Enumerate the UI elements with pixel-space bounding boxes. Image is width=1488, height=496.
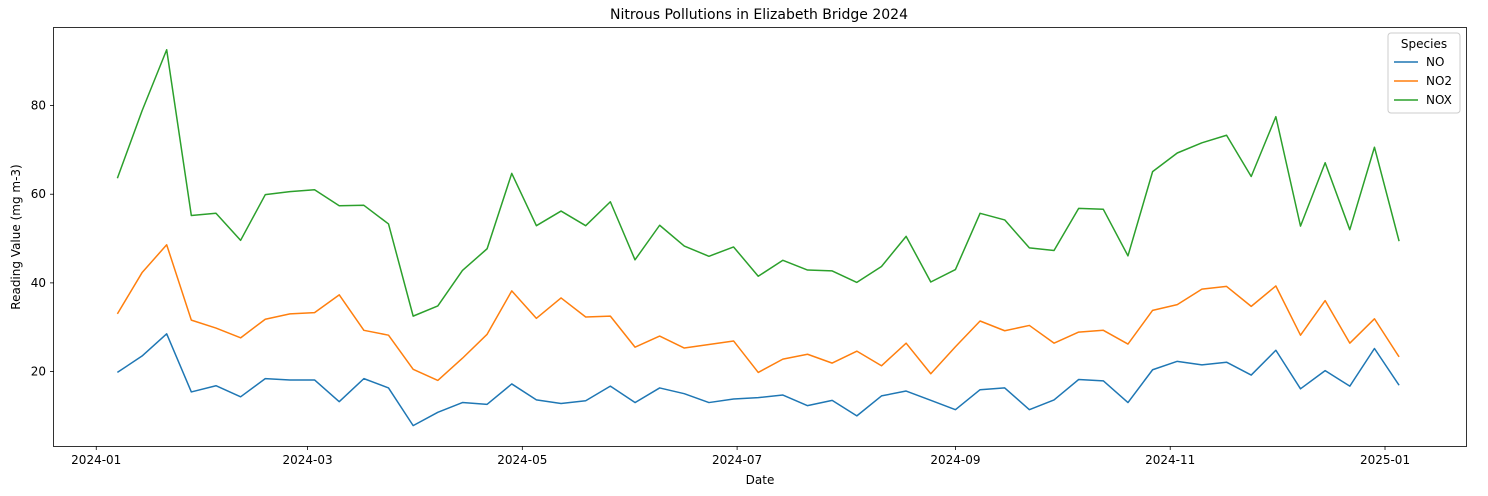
legend: Species NO NO2 NOX [1387,32,1461,114]
chart-title: Nitrous Pollutions in Elizabeth Bridge 2… [610,7,908,23]
plot-area: 2024-01 2024-03 2024-05 2024-07 2024-09 2024-… [31,27,1467,467]
x-tick-label: 2024-01 [71,453,121,467]
legend-label-no2: NO2 [1426,74,1452,88]
legend-label-nox: NOX [1426,93,1452,107]
x-tick-label: 2024-07 [712,453,762,467]
x-axis-ticks: 2024-01 2024-03 2024-05 2024-07 2024-09 2024-… [71,446,1410,467]
y-axis-ticks: 20 40 60 80 [31,99,54,379]
x-tick-label: 2025-01 [1360,453,1410,467]
series-line-nox [116,48,1400,317]
y-tick-label: 60 [31,187,46,201]
x-tick-label: 2024-09 [930,453,980,467]
y-tick-label: 20 [31,365,46,379]
y-tick-label: 40 [31,276,46,290]
plot-frame [53,27,1467,447]
x-tick-label: 2024-05 [497,453,547,467]
series-line-no2 [116,244,1400,382]
x-tick-label: 2024-03 [282,453,332,467]
series-layer [116,48,1400,427]
x-tick-label: 2024-11 [1145,453,1195,467]
y-axis-label: Reading Value (mg m-3) [9,164,23,309]
legend-frame [1387,32,1461,114]
x-axis-label: Date [746,473,775,487]
legend-entries: NO NO2 NOX [1394,55,1452,107]
legend-label-no: NO [1426,55,1444,69]
y-tick-label: 80 [31,99,46,113]
series-line-no [116,333,1400,427]
legend-title: Species [1401,37,1447,51]
